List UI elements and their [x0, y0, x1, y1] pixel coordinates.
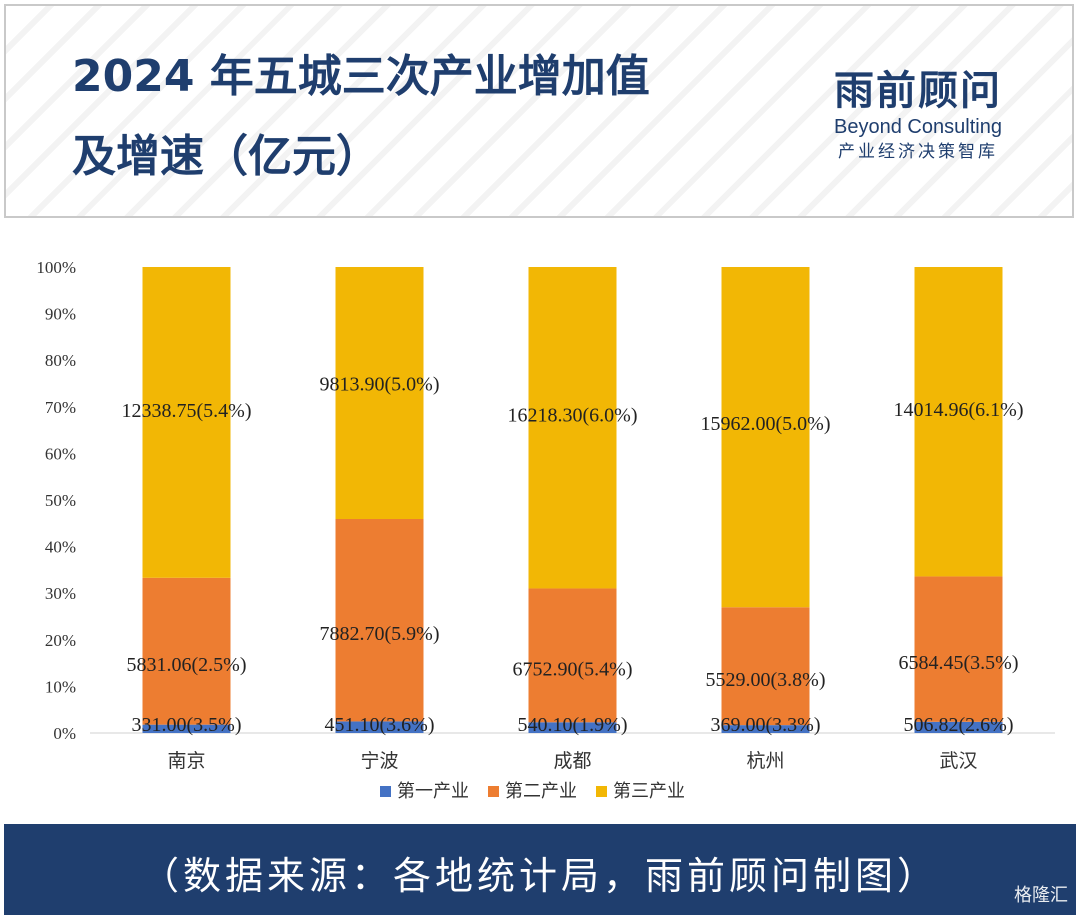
bar-segment — [914, 576, 1003, 722]
y-tick-label: 90% — [45, 305, 76, 324]
y-tick-label: 50% — [45, 491, 76, 510]
data-label: 540.10(1.9%) — [518, 714, 628, 736]
legend-swatch — [380, 786, 391, 797]
bar-segment — [142, 724, 231, 733]
y-tick-label: 30% — [45, 584, 76, 603]
data-label: 451.10(3.6%) — [325, 714, 435, 736]
data-label: 12338.75(5.4%) — [122, 400, 252, 422]
x-category-label: 成都 — [553, 750, 591, 772]
data-label: 6752.90(5.4%) — [513, 658, 633, 680]
bar-segment — [721, 607, 810, 726]
brand-name-cn: 雨前顾问 — [834, 67, 1002, 114]
bar-segment — [142, 267, 231, 578]
data-label: 6584.45(3.5%) — [899, 652, 1019, 674]
x-category-label: 武汉 — [939, 750, 977, 772]
bar-segment — [335, 721, 424, 733]
brand-name-en: Beyond Consulting — [834, 116, 1002, 138]
data-label: 5831.06(2.5%) — [127, 654, 247, 676]
data-label: 14014.96(6.1%) — [894, 399, 1024, 421]
brand-tagline: 产业经济决策智库 — [838, 142, 998, 162]
y-tick-label: 20% — [45, 631, 76, 650]
bar-segment — [142, 577, 231, 725]
data-source-note: （数据来源：各地统计局，雨前顾问制图） — [140, 854, 939, 898]
bar-segment — [914, 721, 1003, 733]
x-category-label: 南京 — [167, 750, 205, 772]
stacked-bar-chart: 0% 10% 20% 30% 40% 50% 60% 70% 80% 90% 100% 331.00(… — [36, 258, 1055, 802]
bar-segment — [335, 267, 424, 520]
x-category-label: 杭州 — [746, 750, 784, 772]
data-label: 369.00(3.3%) — [711, 714, 821, 736]
bar-segment — [914, 267, 1003, 577]
data-label: 7882.70(5.9%) — [320, 623, 440, 645]
watermark-label: 格隆汇 — [1014, 885, 1068, 906]
bar-segment — [528, 588, 617, 723]
y-tick-label: 60% — [45, 444, 76, 463]
bar-segment — [335, 519, 424, 722]
bar-segment — [528, 267, 617, 589]
brand-logo: 雨前顾问 Beyond Consulting 产业经济决策智库 — [818, 68, 1018, 164]
y-tick-label: 80% — [45, 351, 76, 370]
legend-label: 第三产业 — [613, 781, 685, 802]
y-tick-label: 10% — [45, 677, 76, 696]
legend-swatch — [488, 786, 499, 797]
footer-source-bar: （数据来源：各地统计局，雨前顾问制图） 格隆汇 — [4, 822, 1076, 915]
header-panel: 2024 年五城三次产业增加值 及增速（亿元） 雨前顾问 Beyond Cons… — [4, 4, 1074, 218]
data-label: 16218.30(6.0%) — [508, 405, 638, 427]
data-label: 506.82(2.6%) — [904, 714, 1014, 736]
x-category-label: 宁波 — [360, 750, 398, 772]
bar-segment — [721, 267, 810, 608]
data-label: 331.00(3.5%) — [132, 714, 242, 736]
y-tick-label: 40% — [45, 538, 76, 557]
legend-label: 第一产业 — [397, 781, 469, 802]
data-label: 5529.00(3.8%) — [706, 669, 826, 691]
chart-title-line-1: 2024 年五城三次产业增加值 — [72, 51, 650, 102]
legend-label: 第二产业 — [505, 781, 577, 802]
y-tick-label: 100% — [36, 258, 76, 277]
legend-swatch — [596, 786, 607, 797]
chart-title-line-2: 及增速（亿元） — [72, 131, 380, 182]
data-label: 15962.00(5.0%) — [701, 413, 831, 435]
data-label: 9813.90(5.0%) — [320, 373, 440, 395]
bar-segment — [528, 722, 617, 733]
y-tick-label: 0% — [53, 724, 76, 743]
y-tick-label: 70% — [45, 398, 76, 417]
bar-segment — [721, 725, 810, 733]
